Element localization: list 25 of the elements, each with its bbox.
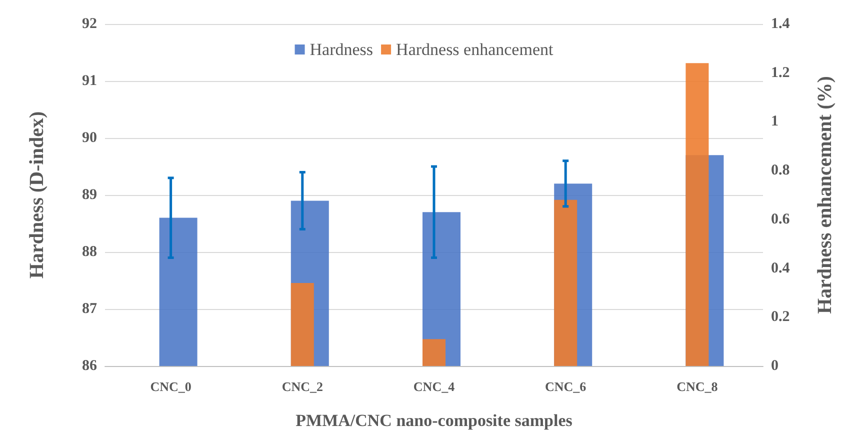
x-tick-label: CNC_4 [413, 379, 456, 394]
y2-tick-label: 0.6 [771, 211, 790, 228]
x-tick-label: CNC_8 [676, 379, 718, 394]
y-tick-label: 89 [82, 187, 97, 203]
y2-tick-label: 0.4 [771, 260, 790, 276]
y2-axis-title: Hardness enhancement (%) [814, 76, 836, 314]
y2-tick-label: 0 [771, 358, 778, 374]
y-tick-label: 86 [82, 358, 98, 374]
y-axis-title: Hardness (D-index) [26, 111, 48, 279]
x-tick-label: CNC_6 [545, 379, 587, 394]
y2-tick-label: 1.4 [771, 16, 790, 32]
x-tick-label: CNC_2 [282, 379, 323, 394]
x-axis-title: PMMA/CNC nano-composite samples [296, 411, 573, 430]
y2-tick-label: 1.2 [771, 64, 790, 81]
y2-tick-label: 1 [771, 114, 778, 130]
x-tick-label: CNC_0 [150, 379, 192, 394]
y-tick-label: 88 [82, 244, 97, 260]
y2-tick-label: 0.8 [771, 162, 790, 179]
y2-tick-label: 0.2 [771, 309, 790, 326]
y-tick-label: 92 [82, 16, 97, 32]
y-tick-label: 87 [82, 301, 98, 317]
y-tick-label: 91 [82, 73, 97, 89]
legend-label: Hardness [310, 40, 374, 59]
y-tick-label: 90 [82, 130, 97, 146]
legend-label: Hardness enhancement [396, 40, 554, 59]
